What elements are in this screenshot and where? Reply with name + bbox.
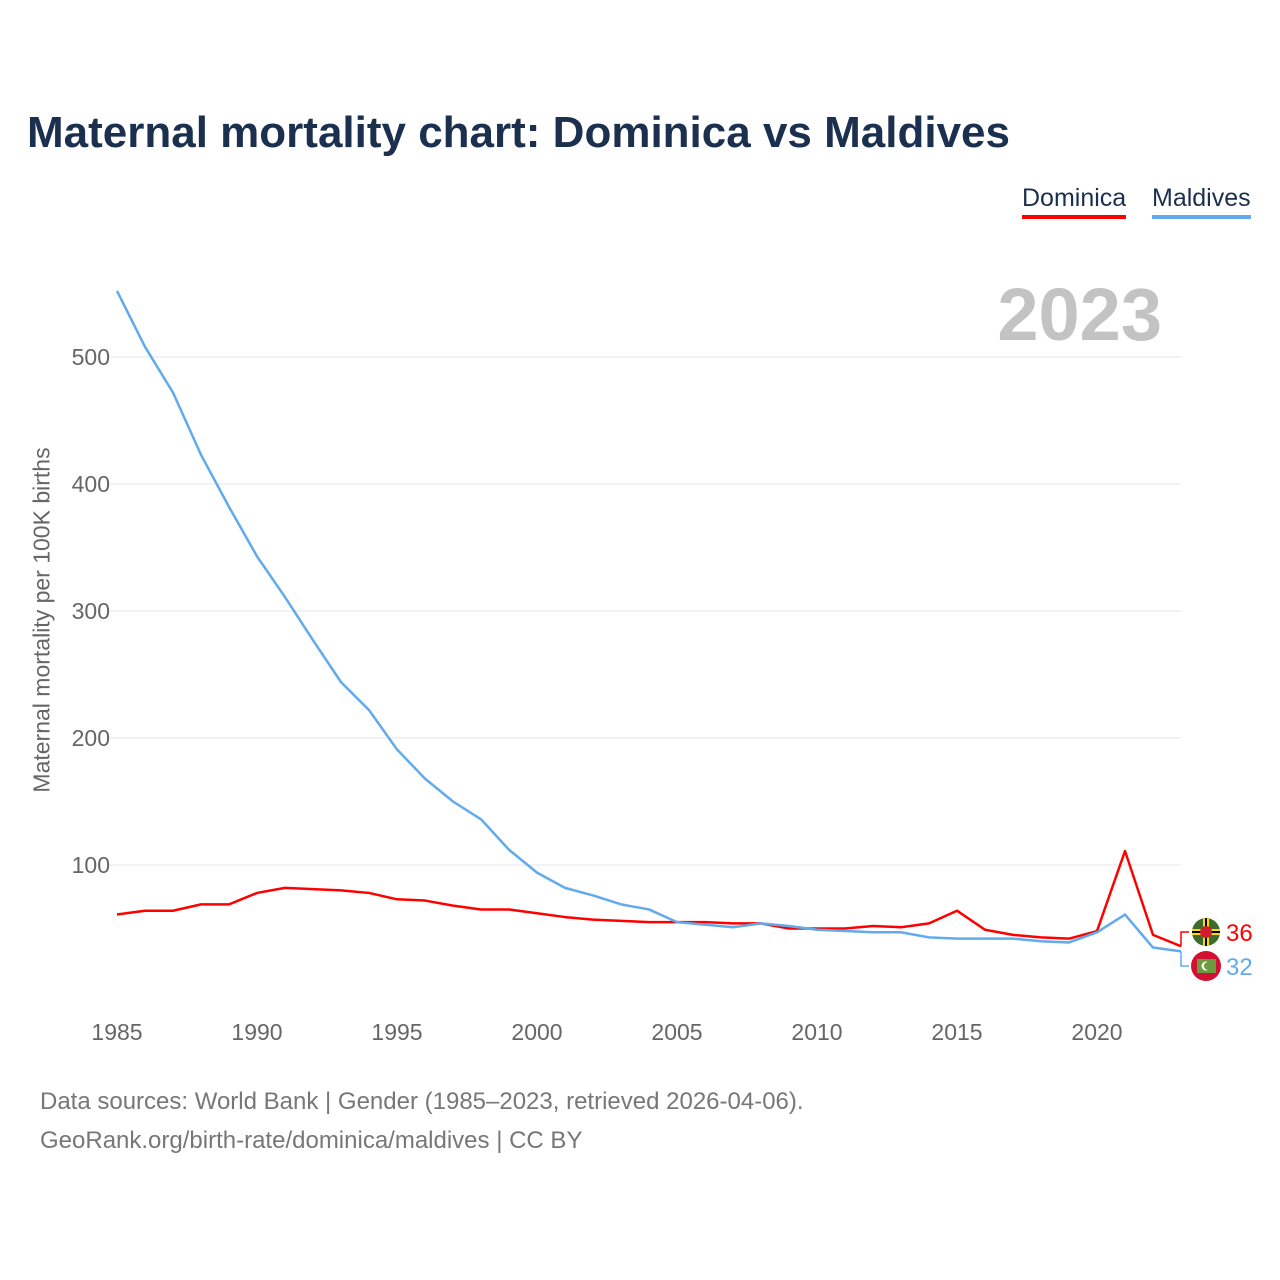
maldives-flag-icon (1191, 951, 1221, 981)
year-label: 2023 (997, 273, 1162, 356)
x-tick-label: 2005 (651, 1019, 702, 1045)
y-tick-label: 100 (72, 852, 110, 878)
source-note: Data sources: World Bank | Gender (1985–… (40, 1088, 804, 1115)
legend-dominica[interactable]: Dominica (1022, 184, 1127, 219)
flag-disc (1200, 926, 1212, 938)
end-value-label: 32 (1226, 954, 1253, 981)
y-tick-label: 200 (72, 725, 110, 751)
legend-maldives[interactable]: Maldives (1152, 184, 1251, 219)
y-tick-label: 300 (72, 598, 110, 624)
x-tick-label: 1985 (91, 1019, 142, 1045)
attribution-link[interactable]: GeoRank.org/birth-rate/dominica/maldives… (40, 1127, 583, 1154)
y-tick-label: 500 (72, 344, 110, 370)
x-tick-label: 2000 (511, 1019, 562, 1045)
chart-title: Maternal mortality chart: Dominica vs Ma… (27, 108, 1010, 157)
x-tick-label: 2010 (791, 1019, 842, 1045)
series-line-maldives (115, 290, 1182, 953)
y-tick-label: 400 (72, 471, 110, 497)
dominica-flag-icon (1192, 918, 1220, 946)
x-tick-label: 1990 (231, 1019, 282, 1045)
end-connector (1180, 931, 1189, 947)
end-value-label: 36 (1226, 920, 1253, 947)
end-connector (1180, 951, 1189, 967)
x-tick-label: 2015 (931, 1019, 982, 1045)
flag-crescent (1204, 962, 1212, 970)
x-tick-label: 1995 (371, 1019, 422, 1045)
series-line-dominica (116, 849, 1182, 948)
x-tick-label: 2020 (1071, 1019, 1122, 1045)
